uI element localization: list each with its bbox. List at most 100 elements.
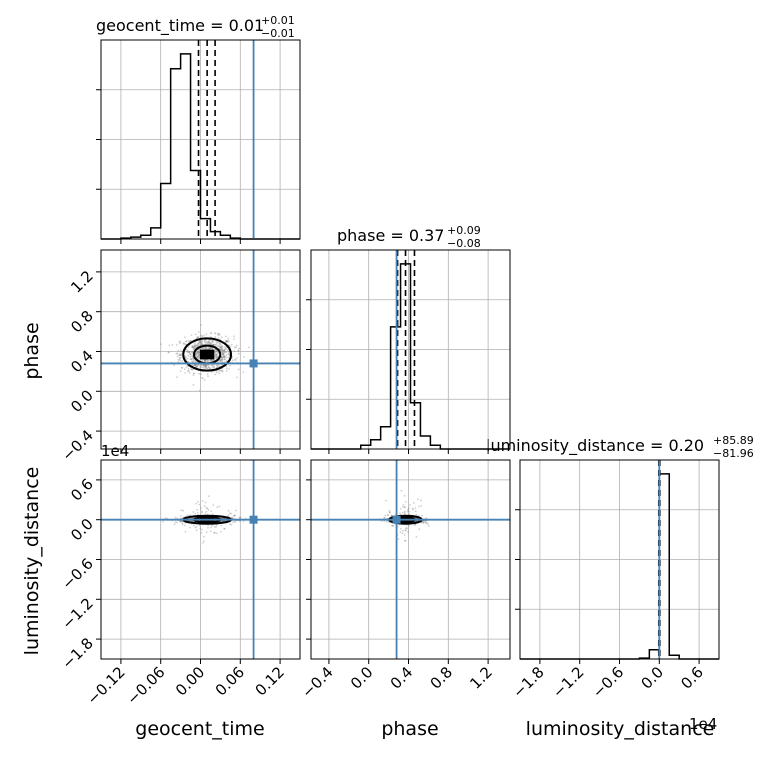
sample-point xyxy=(190,350,193,353)
sample-point xyxy=(176,352,179,355)
sample-point xyxy=(234,520,237,522)
sample-point xyxy=(227,352,230,355)
sample-point xyxy=(208,366,211,369)
sample-point xyxy=(231,359,234,362)
sample-point xyxy=(185,366,188,368)
sample-point xyxy=(179,520,182,523)
sample-point xyxy=(194,364,196,367)
sample-point xyxy=(230,523,233,526)
sample-point xyxy=(232,521,235,523)
sample-point xyxy=(194,353,197,356)
geocent-time-title: geocent_time = 0.01 xyxy=(96,16,264,36)
sample-point xyxy=(195,502,198,505)
sample-point xyxy=(213,366,215,368)
sample-point xyxy=(212,343,215,346)
sample-point xyxy=(404,539,406,542)
sample-point xyxy=(206,367,208,369)
sample-point xyxy=(203,535,205,538)
sample-point xyxy=(202,347,204,350)
sample-point xyxy=(196,511,199,514)
sample-point xyxy=(229,523,231,525)
sample-point xyxy=(210,359,212,362)
sample-point xyxy=(221,345,223,348)
sample-point xyxy=(179,341,182,343)
sample-point xyxy=(207,363,209,366)
sample-point xyxy=(198,364,201,366)
sample-point xyxy=(181,360,183,362)
y-tick-label-phase: 0.4 xyxy=(67,347,97,377)
contour-outer xyxy=(182,337,233,372)
sample-point xyxy=(197,344,200,346)
sample-point xyxy=(208,495,210,497)
sample-point xyxy=(227,339,230,342)
sample-point xyxy=(214,355,217,358)
sample-point xyxy=(190,358,193,361)
sample-point xyxy=(225,354,228,357)
sample-point xyxy=(225,370,228,372)
sample-point xyxy=(186,351,189,354)
sample-point xyxy=(238,347,241,350)
sample-point xyxy=(210,331,213,334)
sample-point xyxy=(214,332,217,335)
sample-point xyxy=(211,340,214,342)
sample-point xyxy=(218,345,221,348)
x-tick-label-luminosity_distance: −0.6 xyxy=(589,663,627,701)
sample-point xyxy=(178,356,181,359)
sample-point xyxy=(185,340,188,343)
sample-point xyxy=(406,527,409,530)
sample-point xyxy=(220,359,222,362)
sample-point xyxy=(214,351,217,354)
sample-point xyxy=(210,339,212,342)
sample-point xyxy=(191,355,194,357)
sample-point xyxy=(209,530,212,533)
sample-point xyxy=(210,347,213,350)
sample-point xyxy=(189,353,192,356)
sample-point xyxy=(380,520,383,523)
sample-point xyxy=(211,524,214,527)
sample-point xyxy=(194,344,197,347)
sample-point xyxy=(401,530,404,532)
sample-point xyxy=(206,373,209,376)
sample-point xyxy=(191,520,194,523)
sample-point xyxy=(197,336,200,339)
sample-point xyxy=(209,367,212,370)
sample-point xyxy=(203,334,206,337)
sample-point xyxy=(193,364,196,366)
sample-point xyxy=(205,364,208,367)
sample-point xyxy=(176,517,178,519)
sample-point xyxy=(215,341,218,343)
sample-point xyxy=(236,357,238,359)
sample-point xyxy=(230,512,232,515)
sample-point xyxy=(171,343,174,346)
sample-point xyxy=(177,349,180,352)
x-tick-label-luminosity_distance: −1.2 xyxy=(549,663,587,701)
sample-point xyxy=(196,356,199,359)
sample-point xyxy=(181,367,183,369)
sample-point xyxy=(209,342,211,344)
sample-point xyxy=(179,357,182,359)
sample-point xyxy=(392,524,395,527)
sample-point xyxy=(207,341,210,343)
sample-point xyxy=(218,372,221,374)
sample-point xyxy=(404,529,406,531)
sample-point xyxy=(179,514,182,517)
sample-point xyxy=(385,499,387,502)
sample-point xyxy=(194,344,197,347)
sample-point xyxy=(212,340,214,342)
phase-title-value: 0.37 xyxy=(409,226,445,245)
sample-point xyxy=(183,368,186,371)
sample-point xyxy=(205,507,208,509)
sample-point xyxy=(215,354,218,357)
sample-point xyxy=(181,520,183,523)
sample-point xyxy=(216,506,219,509)
sample-point xyxy=(223,351,226,354)
x-tick-label-phase: 1.2 xyxy=(466,663,496,693)
sample-point xyxy=(210,341,213,343)
sample-point xyxy=(203,340,206,343)
sample-point xyxy=(203,540,205,542)
y-tick-label-luminosity_distance: −0.6 xyxy=(58,555,96,593)
sample-point xyxy=(211,341,214,344)
sample-point xyxy=(177,361,180,363)
sample-point xyxy=(214,356,217,359)
sample-point xyxy=(198,351,201,354)
